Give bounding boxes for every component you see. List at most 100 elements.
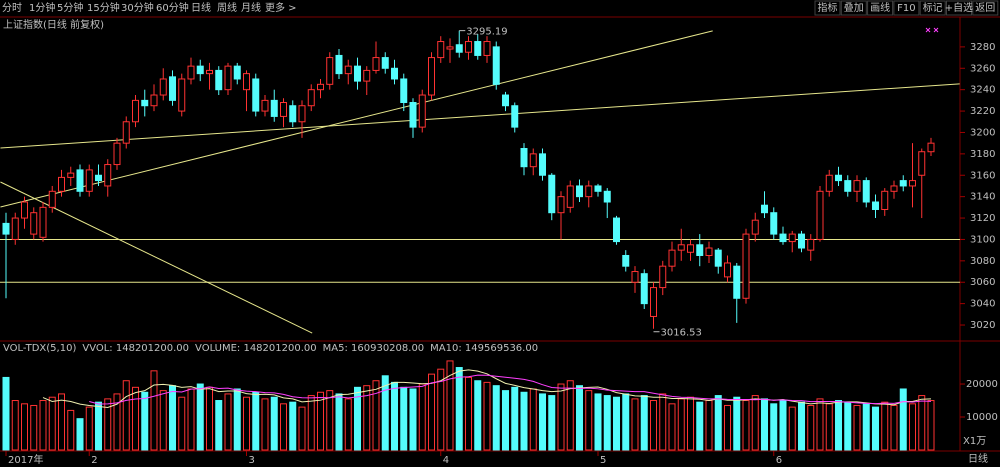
period-tab[interactable]: 日线 <box>191 1 211 14</box>
candle-body <box>224 65 232 91</box>
candle-body <box>872 201 879 210</box>
candle-body <box>788 233 796 243</box>
volume-bar <box>298 406 306 451</box>
candle-body <box>733 265 741 299</box>
candle-body <box>280 102 287 117</box>
volume-bar <box>150 370 158 451</box>
candle-body <box>640 273 648 305</box>
candle-body <box>39 206 47 238</box>
volume-bar <box>927 400 935 451</box>
volume-bar <box>557 383 565 451</box>
toolbar-button-label[interactable]: 指标 <box>818 1 838 14</box>
volume-bar <box>909 403 916 451</box>
volume-bar <box>529 388 537 451</box>
volume-bar <box>317 391 324 451</box>
volume-bar <box>335 393 343 451</box>
y-tick-label: 3120 <box>970 213 995 224</box>
period-tab[interactable]: 30分钟 <box>121 1 154 14</box>
candle-body <box>58 176 65 192</box>
candle-body <box>502 94 509 107</box>
volume-bar <box>76 418 84 451</box>
candle-body <box>714 249 722 267</box>
volume-bar <box>326 390 334 451</box>
candle-body <box>770 212 778 235</box>
volume-bar <box>233 388 241 451</box>
toolbar-button-label[interactable]: F10 <box>897 3 915 14</box>
candle-body <box>233 65 241 80</box>
toolbar-button-label[interactable]: +自选 <box>945 1 973 14</box>
candle-body <box>317 83 324 91</box>
volume-bar <box>603 395 611 451</box>
toolbar-button-label[interactable]: 叠加 <box>844 2 864 14</box>
y-tick-label: 3200 <box>970 127 995 138</box>
candle-body <box>243 73 250 91</box>
toolbar-button-label[interactable]: 标记 <box>923 2 943 14</box>
volume-bar <box>631 398 639 451</box>
candle-body <box>520 148 528 168</box>
toolbar-button-label[interactable]: 返回 <box>975 2 995 14</box>
toolbar-button-label[interactable]: 画线 <box>870 1 890 14</box>
period-tab[interactable]: 1分钟 <box>29 1 55 14</box>
volume-bar <box>576 385 583 451</box>
volume-bar <box>409 388 417 451</box>
volume-bar <box>474 380 482 451</box>
candle-body <box>539 153 546 176</box>
candle-body <box>659 265 667 289</box>
period-tab[interactable]: 更多 > <box>265 1 297 14</box>
volume-bar <box>650 400 657 451</box>
volume-bar <box>418 383 426 451</box>
volume-bar <box>159 390 167 451</box>
candle-body <box>761 204 768 214</box>
toolbar-button[interactable] <box>946 0 972 16</box>
volume-bar <box>307 395 315 451</box>
period-tab[interactable]: 分时 <box>2 2 22 14</box>
volume-bar <box>733 396 741 451</box>
low-label: 3016.53 <box>661 328 702 339</box>
high-label: 3295.19 <box>466 27 507 38</box>
candle-body <box>696 244 704 256</box>
volume-bar <box>548 395 556 451</box>
volume-bar <box>104 398 112 451</box>
volume-bar <box>113 393 121 451</box>
candle-body <box>677 244 685 251</box>
volume-bar <box>835 400 842 451</box>
candle-body <box>270 99 278 117</box>
x-tick-label: 2 <box>91 455 97 466</box>
toolbar-button[interactable] <box>814 0 841 16</box>
period-tab[interactable]: 月线 <box>241 1 261 14</box>
x-tick-label: 5 <box>600 455 606 466</box>
volume-tick-label: 20000 <box>966 379 998 390</box>
period-tab[interactable]: 60分钟 <box>156 1 189 14</box>
period-tab[interactable]: 15分钟 <box>87 1 120 14</box>
candle-body <box>30 212 38 235</box>
volume-bar <box>844 401 852 451</box>
y-tick-label: 3240 <box>970 85 995 96</box>
candle-body <box>853 180 861 192</box>
toolbar-button[interactable] <box>893 0 920 16</box>
toolbar-button[interactable] <box>919 0 946 16</box>
period-tab[interactable]: 5分钟 <box>57 1 83 14</box>
candle-body <box>363 69 371 82</box>
volume-bar <box>613 396 620 451</box>
volume-bar <box>862 403 870 451</box>
toolbar-button[interactable] <box>867 0 894 16</box>
y-tick-label: 3020 <box>970 320 995 331</box>
candle-body <box>418 94 426 128</box>
toolbar-button[interactable] <box>840 0 867 16</box>
volume-bar <box>465 376 472 451</box>
candle-body <box>465 41 472 53</box>
candle-body <box>196 65 204 75</box>
candle-body <box>557 196 565 214</box>
candle-body <box>705 247 713 256</box>
period-label: 日线 <box>968 452 988 465</box>
period-tab[interactable]: 周线 <box>217 1 237 14</box>
volume-bar <box>705 400 713 451</box>
candle-body <box>835 174 842 182</box>
y-tick-label: 3280 <box>970 42 995 53</box>
toolbar-button[interactable] <box>972 0 999 16</box>
volume-bar <box>566 380 574 451</box>
volume-bar <box>48 396 56 451</box>
volume-bar <box>687 396 694 451</box>
candle-body <box>298 105 306 123</box>
chart-title: 上证指数(日线 前复权) <box>3 18 104 31</box>
